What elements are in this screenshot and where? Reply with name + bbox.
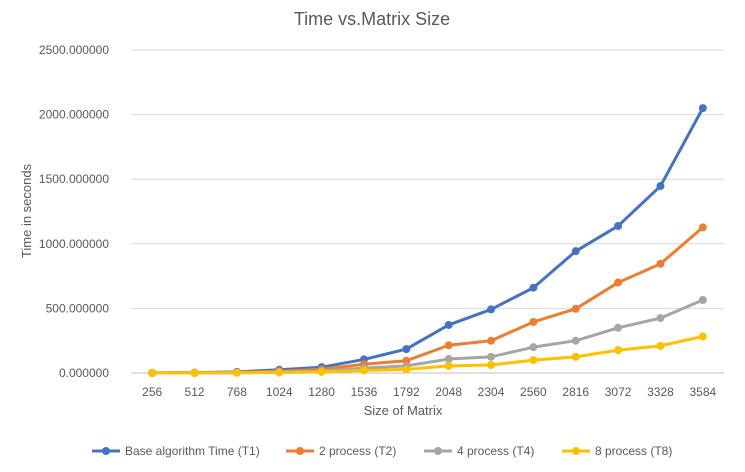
legend-swatch-marker <box>102 447 110 455</box>
data-point <box>487 305 496 314</box>
x-tick-label: 1024 <box>266 385 293 399</box>
data-point <box>656 314 665 323</box>
y-axis-label: Time in seconds <box>19 163 34 258</box>
x-tick-label: 1536 <box>351 385 378 399</box>
legend: Base algorithm Time (T1) 2 process (T2) 4 … <box>92 444 672 458</box>
data-point <box>444 355 453 364</box>
series-line <box>150 106 705 375</box>
data-point <box>571 304 580 313</box>
x-tick-label: 3072 <box>605 385 632 399</box>
legend-item: Base algorithm Time (T1) <box>92 444 260 458</box>
data-point <box>571 247 580 256</box>
data-point <box>698 296 707 305</box>
legend-label: Base algorithm Time (T1) <box>125 444 260 458</box>
data-point <box>656 259 665 268</box>
series-layer <box>148 104 707 377</box>
x-tick-label: 2560 <box>520 385 547 399</box>
gridlines <box>131 49 724 374</box>
data-point <box>232 368 241 377</box>
data-point <box>529 283 538 292</box>
data-point <box>359 366 368 375</box>
data-point <box>656 341 665 350</box>
series-line <box>150 334 705 375</box>
data-point <box>487 336 496 345</box>
legend-swatch-marker <box>572 447 580 455</box>
chart-title: Time vs.Matrix Size <box>294 9 450 29</box>
legend-item: 8 process (T8) <box>562 444 672 458</box>
series-4 <box>148 332 707 377</box>
data-point <box>698 104 707 113</box>
x-tick-label: 2304 <box>478 385 505 399</box>
data-point <box>698 332 707 341</box>
y-tick-label: 500.000000 <box>46 301 110 315</box>
x-tick-label: 2816 <box>562 385 589 399</box>
data-point <box>614 323 623 332</box>
data-point <box>402 365 411 374</box>
x-tick-label: 1792 <box>393 385 420 399</box>
legend-swatch-marker <box>296 447 304 455</box>
data-point <box>529 356 538 365</box>
data-point <box>317 367 326 376</box>
legend-label: 4 process (T4) <box>457 444 534 458</box>
data-point <box>529 343 538 352</box>
data-point <box>698 223 707 232</box>
data-point <box>571 336 580 345</box>
data-point <box>444 361 453 370</box>
data-point <box>402 345 411 354</box>
x-axis-label: Size of Matrix <box>364 403 443 418</box>
series-1 <box>148 104 707 377</box>
data-point <box>656 182 665 191</box>
legend-label: 2 process (T2) <box>319 444 396 458</box>
data-point <box>614 346 623 355</box>
legend-item: 2 process (T2) <box>286 444 396 458</box>
data-point <box>487 352 496 361</box>
x-tick-label: 3328 <box>647 385 674 399</box>
y-tick-label: 1500.000000 <box>39 172 109 186</box>
legend-item: 4 process (T4) <box>424 444 534 458</box>
x-axis-ticks: 256 512 768 1024 1280 1536 1792 2048 2304 2560 281… <box>142 385 716 399</box>
y-tick-label: 1000.000000 <box>39 237 109 251</box>
x-tick-label: 768 <box>227 385 247 399</box>
legend-label: 8 process (T8) <box>595 444 672 458</box>
data-point <box>487 360 496 369</box>
x-tick-label: 1280 <box>308 385 335 399</box>
x-tick-label: 2048 <box>435 385 462 399</box>
series-2 <box>148 223 707 377</box>
data-point <box>571 352 580 361</box>
y-axis-ticks: 0.000000 500.000000 1000.000000 1500.000000… <box>39 43 109 380</box>
data-point <box>190 368 199 377</box>
data-point <box>444 320 453 329</box>
x-tick-label: 3584 <box>689 385 716 399</box>
data-point <box>275 368 284 377</box>
y-tick-label: 0.000000 <box>59 366 109 380</box>
data-point <box>614 278 623 287</box>
x-tick-label: 256 <box>142 385 162 399</box>
data-point <box>614 221 623 230</box>
y-tick-label: 2500.000000 <box>39 43 109 57</box>
x-tick-label: 512 <box>185 385 205 399</box>
y-tick-label: 2000.000000 <box>39 108 109 122</box>
data-point <box>148 368 157 377</box>
data-point <box>444 341 453 350</box>
data-point <box>529 317 538 326</box>
legend-swatch-marker <box>434 447 442 455</box>
